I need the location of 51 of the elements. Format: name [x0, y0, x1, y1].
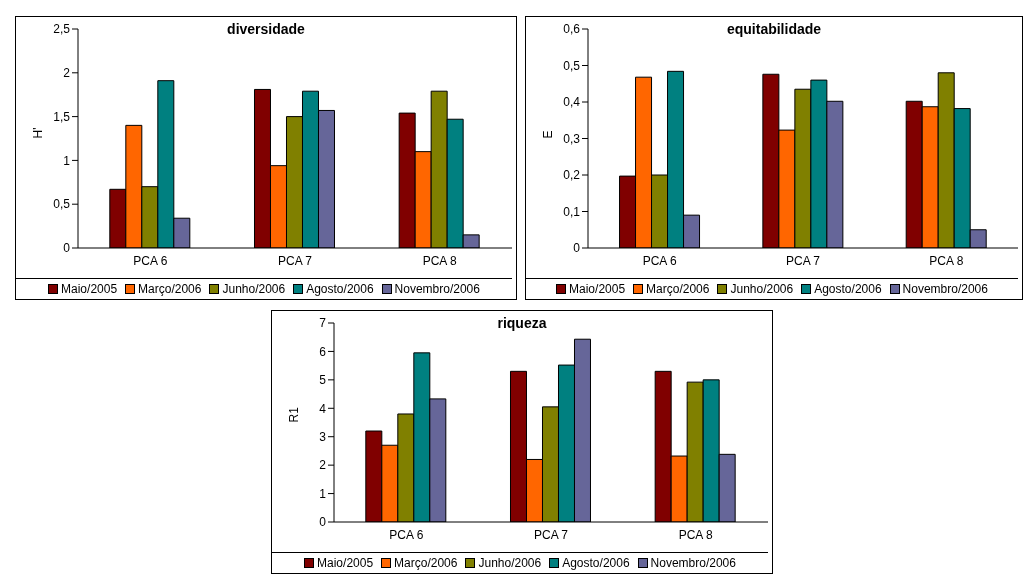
- y-axis-title: R1: [287, 406, 302, 423]
- legend-label: Maio/2005: [317, 556, 374, 570]
- legend-label: Novembro/2006: [902, 282, 988, 296]
- legend-label: Março/2006: [138, 282, 202, 296]
- y-axis-title: E: [541, 130, 556, 139]
- chart-title: riqueza: [497, 315, 547, 331]
- y-tick-label: 3: [319, 429, 327, 444]
- legend-label: Março/2006: [646, 282, 710, 296]
- y-tick-label: 0,5: [563, 58, 581, 73]
- y-tick-label: 1,5: [53, 109, 71, 124]
- legend-label: Novembro/2006: [394, 282, 480, 296]
- y-tick-label: 0: [63, 241, 71, 256]
- y-tick-label: 2: [319, 458, 327, 473]
- y-tick-label: 0,3: [563, 131, 581, 146]
- chart-title: diversidade: [227, 21, 305, 37]
- x-tick-label: PCA 8: [422, 253, 457, 268]
- y-tick-label: 0,5: [53, 197, 71, 212]
- y-tick-label: 0,1: [563, 204, 581, 219]
- y-tick-label: 6: [319, 344, 327, 359]
- legend-label: Junho/2006: [222, 282, 286, 296]
- y-tick-label: 2,5: [53, 22, 71, 37]
- y-tick-label: 0: [319, 515, 327, 530]
- legend-label: Novembro/2006: [650, 556, 736, 570]
- y-tick-label: 0,4: [563, 95, 581, 110]
- legend-label: Agosto/2006: [562, 556, 630, 570]
- legend-label: Junho/2006: [478, 556, 542, 570]
- x-tick-label: PCA 6: [133, 253, 168, 268]
- legend-label: Maio/2005: [61, 282, 118, 296]
- y-tick-label: 0,2: [563, 168, 581, 183]
- y-tick-label: 5: [319, 373, 327, 388]
- y-tick-label: 2: [63, 66, 71, 81]
- y-tick-label: 1: [319, 486, 327, 501]
- y-tick-label: 4: [319, 401, 327, 416]
- legend-label: Agosto/2006: [306, 282, 374, 296]
- legend-label: Maio/2005: [569, 282, 626, 296]
- legend-label: Junho/2006: [730, 282, 794, 296]
- y-tick-label: 0,6: [563, 22, 581, 37]
- y-tick-label: 0: [573, 241, 581, 256]
- x-tick-label: PCA 7: [533, 527, 569, 542]
- x-tick-label: PCA 8: [929, 253, 964, 268]
- y-tick-label: 7: [319, 316, 327, 331]
- y-axis-title: H': [31, 127, 46, 139]
- x-tick-label: PCA 8: [678, 527, 713, 542]
- y-tick-label: 1: [63, 153, 71, 168]
- x-tick-label: PCA 7: [785, 253, 821, 268]
- x-tick-label: PCA 6: [389, 527, 424, 542]
- chart-title: equitabilidade: [726, 21, 822, 37]
- legend-label: Março/2006: [394, 556, 458, 570]
- x-tick-label: PCA 7: [277, 253, 313, 268]
- x-tick-label: PCA 6: [642, 253, 677, 268]
- legend-label: Agosto/2006: [814, 282, 882, 296]
